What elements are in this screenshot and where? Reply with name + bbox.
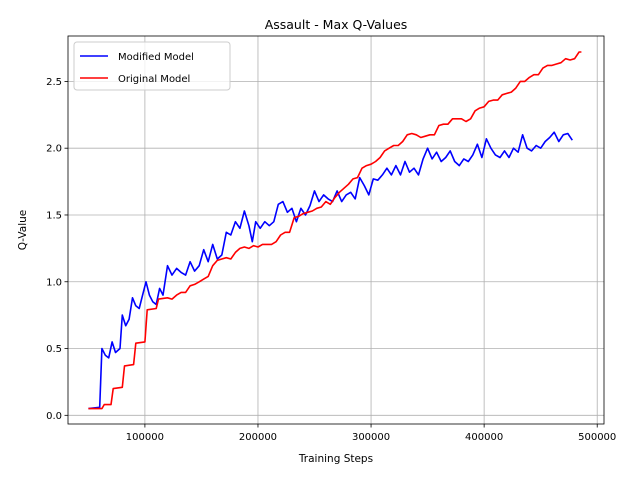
legend: Modified Model Original Model <box>73 41 231 91</box>
y-axis: 0.0 0.5 1.0 1.5 2.0 2.5 <box>46 77 68 422</box>
x-axis: 100000 200000 300000 400000 500000 <box>126 424 616 443</box>
x-tick-label: 500000 <box>578 432 616 443</box>
legend-label-modified-model: Modified Model <box>118 52 194 63</box>
y-tick-label: 2.5 <box>46 77 62 88</box>
legend-label-original-model: Original Model <box>118 74 190 85</box>
series-line-modified-model <box>88 131 573 410</box>
y-tick-label: 1.0 <box>46 277 62 288</box>
y-axis-label: Q-Value <box>17 210 29 251</box>
plot-frame <box>67 35 605 425</box>
series-layer <box>88 51 582 410</box>
x-axis-label: Training Steps <box>298 453 373 465</box>
y-tick-label: 1.5 <box>46 210 62 221</box>
x-tick-label: 400000 <box>465 432 503 443</box>
legend-box <box>73 41 231 91</box>
x-tick-label: 100000 <box>126 432 164 443</box>
y-tick-label: 0.0 <box>46 411 62 422</box>
x-tick-label: 300000 <box>352 432 390 443</box>
chart-title: Assault - Max Q-Values <box>265 17 408 32</box>
y-tick-label: 0.5 <box>46 344 62 355</box>
y-tick-label: 2.0 <box>46 144 62 155</box>
series-line-original-model <box>88 51 582 410</box>
x-tick-label: 200000 <box>239 432 277 443</box>
plot-area <box>68 36 604 424</box>
